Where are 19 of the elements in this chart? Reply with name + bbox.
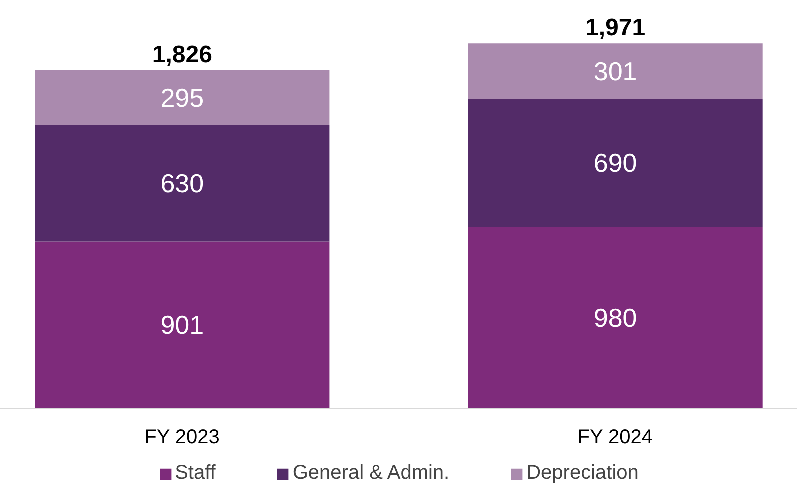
legend-label: General & Admin. [292,462,450,485]
bar [468,44,763,100]
bar [468,99,763,228]
data-label: 690 [594,148,638,178]
data-label: 980 [594,302,638,333]
x-tick-label: FY 2023 [144,426,220,449]
total-label: 1,971 [586,14,646,42]
data-label: 630 [160,168,204,198]
legend-label: Staff [175,462,216,485]
x-tick-label: FY 2024 [578,426,654,449]
legend-label: Depreciation [526,462,639,485]
data-label: 295 [160,82,204,113]
bar [35,125,330,242]
data-label: 301 [594,56,638,86]
bar [35,242,330,409]
bar [468,227,763,409]
data-label: 901 [160,310,204,340]
bar [35,70,330,126]
total-label: 1,826 [152,41,212,68]
